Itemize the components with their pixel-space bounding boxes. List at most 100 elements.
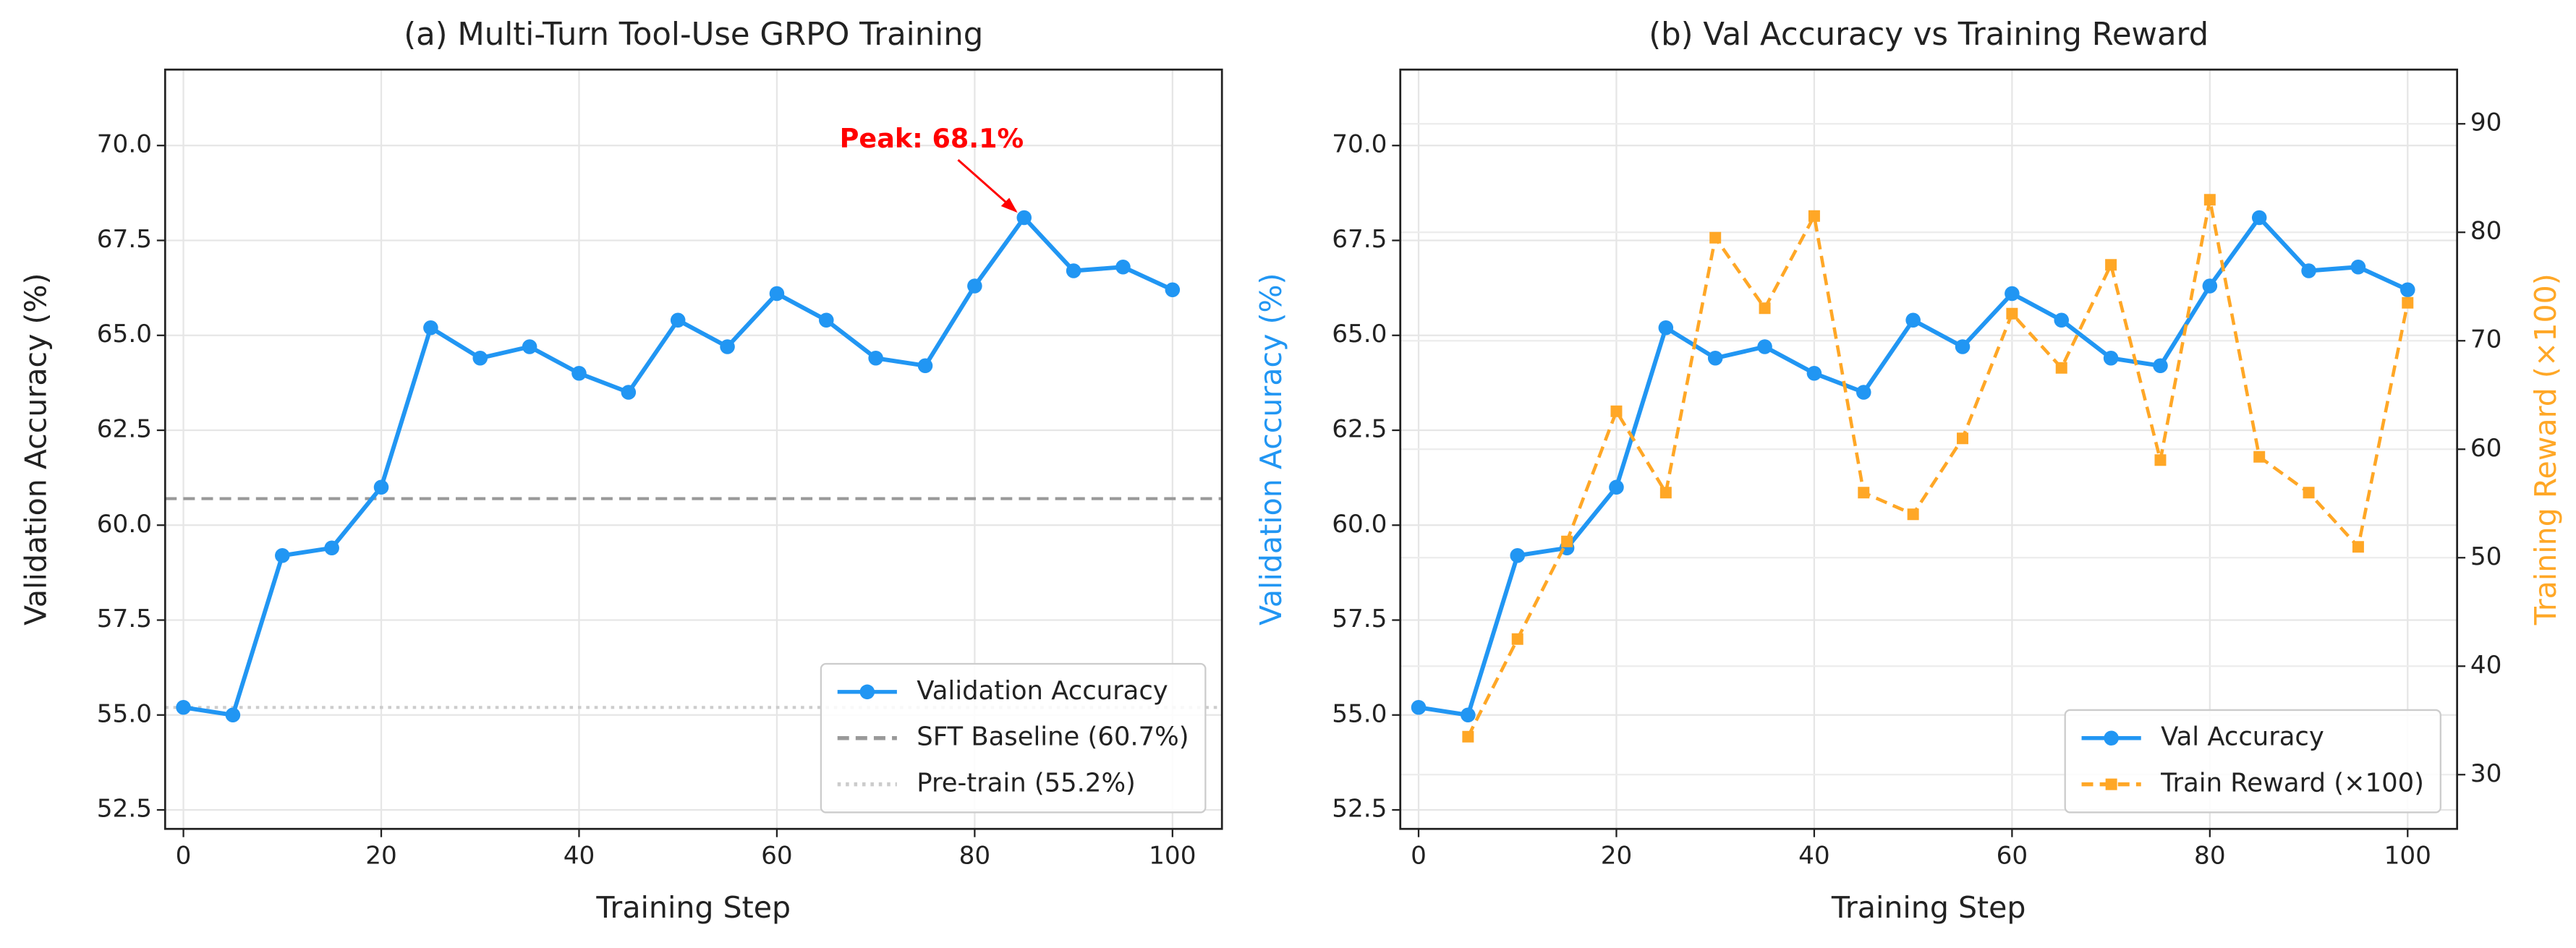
data-point xyxy=(2154,454,2167,466)
data-point xyxy=(1411,700,1427,715)
data-point xyxy=(1165,282,1181,298)
plot-frame xyxy=(1399,68,2459,830)
legend-box xyxy=(820,662,1207,814)
y2-tick-label: 60 xyxy=(2470,434,2502,463)
x-tick-label: 0 xyxy=(1411,842,1427,871)
data-point xyxy=(1561,535,1573,547)
data-point xyxy=(2251,210,2267,226)
data-point xyxy=(1609,479,1624,495)
y-tick-label: 65.0 xyxy=(1332,320,1387,349)
data-point xyxy=(1016,210,1032,226)
legend-marker xyxy=(859,684,875,700)
data-point xyxy=(720,339,735,354)
data-point xyxy=(1759,302,1771,315)
y2-axis-label: Training Reward (×100) xyxy=(2528,273,2563,625)
data-point xyxy=(1709,231,1722,244)
data-point xyxy=(225,707,241,723)
y2-tick-label: 50 xyxy=(2470,542,2502,571)
data-point xyxy=(1610,405,1623,417)
data-point xyxy=(2301,263,2316,278)
legend-marker xyxy=(2104,730,2119,746)
annotation: Peak: 68.1% xyxy=(840,123,1024,154)
data-point xyxy=(423,320,438,336)
data-point xyxy=(1066,263,1081,278)
legend: Validation Accuracy SFT Baseline (60.7%) P… xyxy=(820,662,1207,814)
y2-tick-label: 30 xyxy=(2470,759,2502,788)
annotation-arrowhead xyxy=(1000,197,1018,213)
y-tick-label: 70.0 xyxy=(97,130,152,159)
data-point xyxy=(1757,339,1772,354)
data-point xyxy=(1806,365,1822,381)
data-point xyxy=(522,339,537,354)
data-point xyxy=(769,286,785,302)
x-tick-label: 20 xyxy=(365,842,397,871)
data-point xyxy=(1511,633,1523,645)
legend-label: Validation Accuracy xyxy=(917,676,1168,706)
data-point xyxy=(1905,312,1921,328)
data-point xyxy=(2055,362,2067,374)
y-tick-label: 62.5 xyxy=(1332,415,1387,444)
data-point xyxy=(917,358,933,374)
data-point xyxy=(373,479,389,495)
legend: Val Accuracy Train Reward (×100) xyxy=(2064,709,2441,814)
data-point xyxy=(2402,296,2414,309)
data-point xyxy=(2202,278,2218,294)
y-tick-label: 57.5 xyxy=(1332,605,1387,633)
y-tick-label: 70.0 xyxy=(1332,130,1387,159)
legend-box xyxy=(2064,709,2441,814)
data-point xyxy=(324,540,339,556)
data-point xyxy=(1462,730,1474,743)
y-tick-label: 65.0 xyxy=(97,320,152,349)
x-tick-label: 100 xyxy=(2384,842,2431,871)
plot-frame xyxy=(163,68,1223,830)
data-point xyxy=(1907,508,1919,521)
data-point xyxy=(275,547,290,563)
data-point xyxy=(2153,358,2168,374)
data-point xyxy=(1808,210,1820,222)
y-tick-label: 57.5 xyxy=(97,605,152,633)
x-tick-label: 0 xyxy=(176,842,192,871)
y-axis-label: Validation Accuracy (%) xyxy=(19,273,54,625)
data-point xyxy=(2400,282,2415,298)
y-tick-label: 67.5 xyxy=(1332,225,1387,254)
x-tick-label: 80 xyxy=(2194,842,2226,871)
y-tick-label: 55.0 xyxy=(97,699,152,728)
x-tick-label: 80 xyxy=(959,842,991,871)
y-axis-label: Validation Accuracy (%) xyxy=(1254,273,1288,625)
data-point xyxy=(1115,259,1131,275)
data-point xyxy=(1856,385,1871,400)
data-point xyxy=(1461,707,1476,723)
x-tick-label: 60 xyxy=(1997,842,2028,871)
data-point xyxy=(1659,487,1672,499)
data-point xyxy=(621,385,637,400)
x-axis-label: Training Step xyxy=(595,890,791,925)
data-point xyxy=(2005,286,2020,302)
y2-tick-label: 90 xyxy=(2470,108,2502,137)
y-tick-label: 52.5 xyxy=(1332,795,1387,824)
series-line xyxy=(1418,215,2409,717)
data-point xyxy=(1858,487,1870,499)
data-point xyxy=(2203,194,2216,206)
legend-label: Pre-train (55.2%) xyxy=(917,769,1136,798)
y-tick-label: 52.5 xyxy=(97,795,152,824)
chart-title: (b) Val Accuracy vs Training Reward xyxy=(1649,17,2209,53)
data-point xyxy=(2352,541,2364,553)
x-tick-label: 40 xyxy=(564,842,595,871)
data-point xyxy=(1955,339,1971,354)
y-tick-label: 60.0 xyxy=(97,510,152,539)
data-point xyxy=(472,350,488,366)
y-tick-label: 60.0 xyxy=(1332,510,1387,539)
y-tick-label: 62.5 xyxy=(97,415,152,444)
data-point xyxy=(670,312,686,328)
data-point xyxy=(2303,487,2315,499)
data-point xyxy=(176,700,191,715)
data-point xyxy=(868,350,883,366)
legend-label: Train Reward (×100) xyxy=(2160,769,2424,798)
y-tick-label: 55.0 xyxy=(1332,699,1387,728)
y2-tick-label: 40 xyxy=(2470,651,2502,680)
data-point xyxy=(2006,307,2018,320)
x-tick-label: 40 xyxy=(1798,842,1830,871)
data-point xyxy=(819,312,834,328)
data-point xyxy=(2350,259,2366,275)
